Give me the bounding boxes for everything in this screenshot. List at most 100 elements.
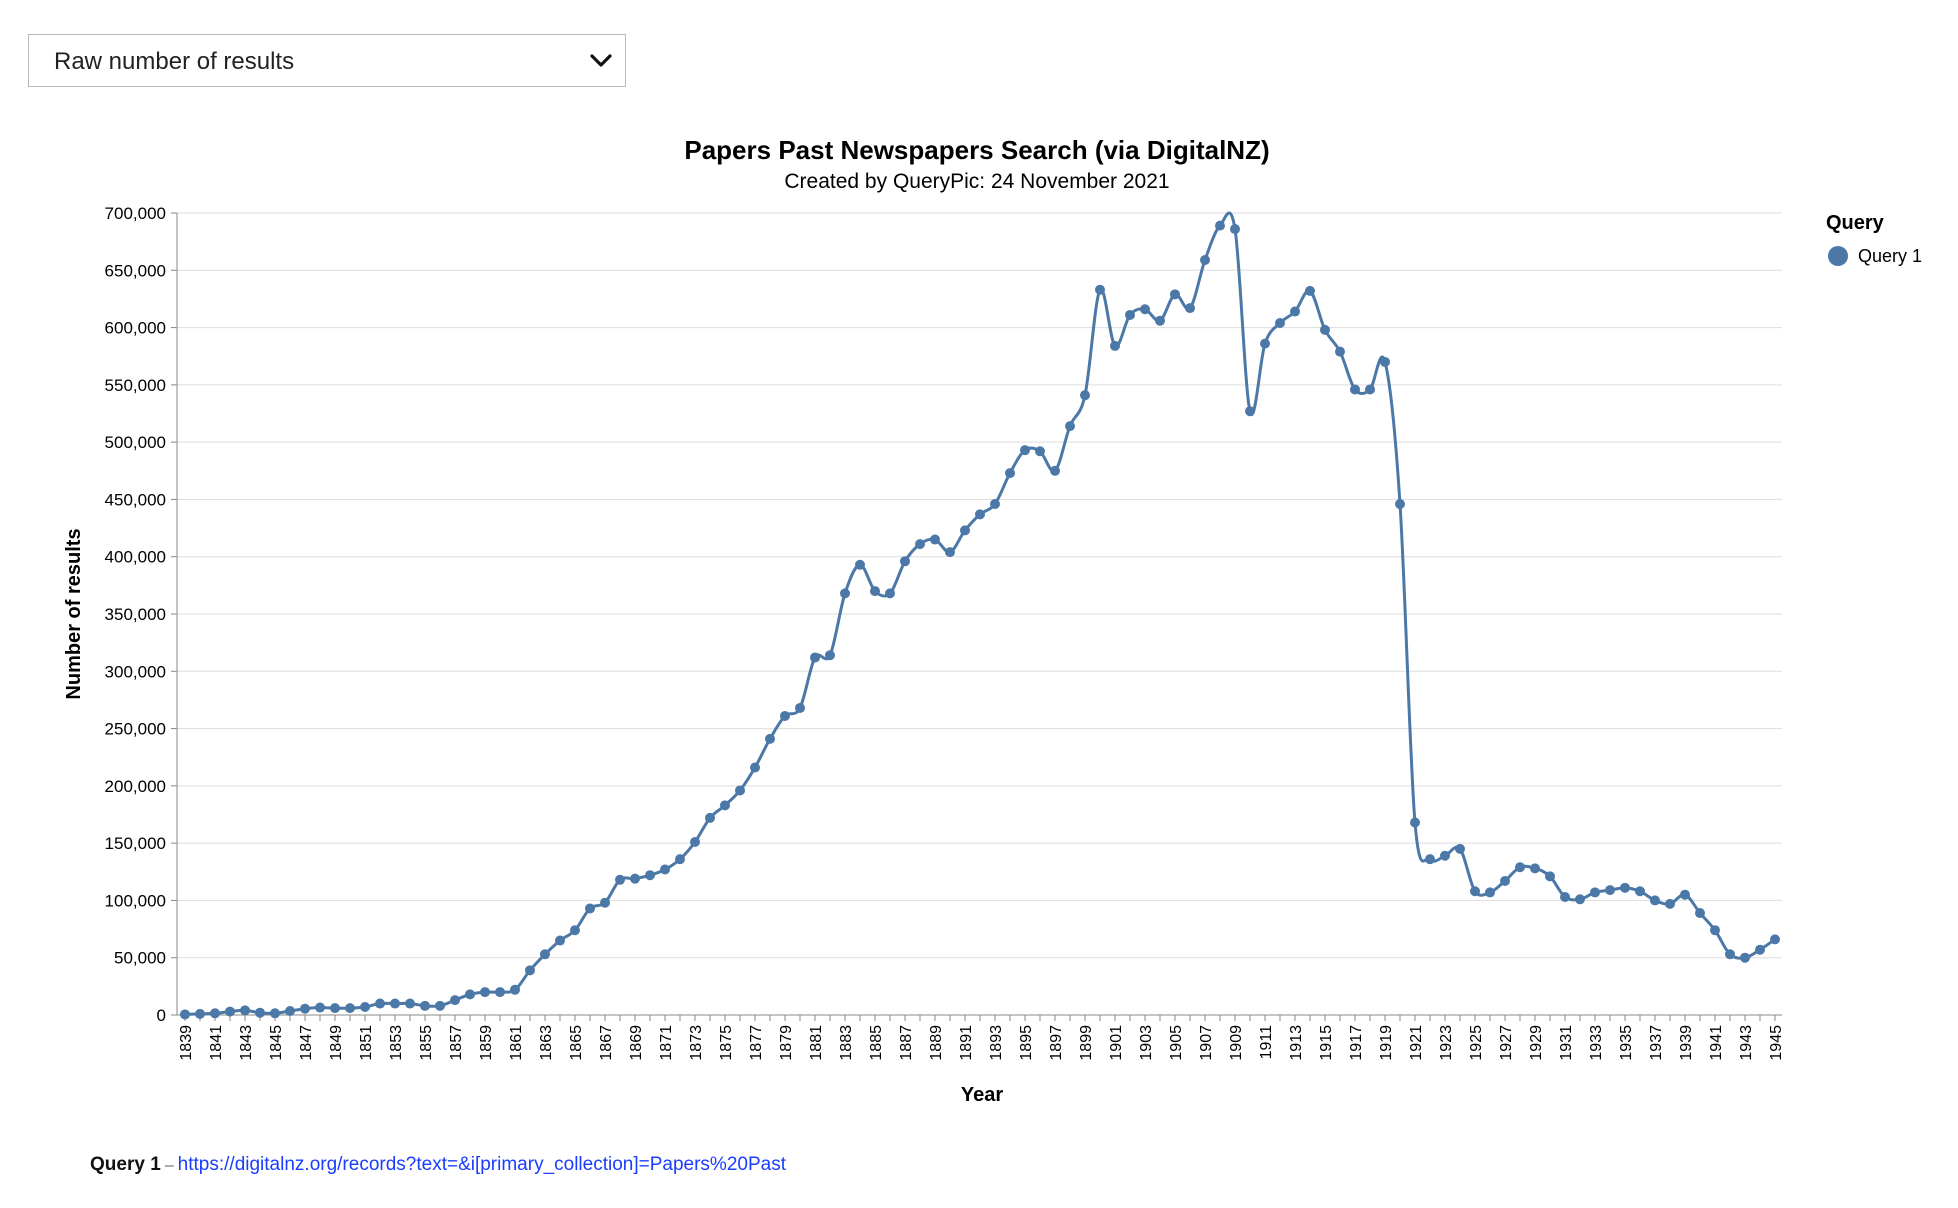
- data-point[interactable]: [300, 1003, 310, 1014]
- data-point[interactable]: [1350, 384, 1360, 395]
- data-point[interactable]: [1725, 949, 1735, 960]
- data-point[interactable]: [315, 1002, 325, 1013]
- data-point[interactable]: [1635, 886, 1645, 897]
- data-point[interactable]: [705, 812, 715, 823]
- data-point[interactable]: [1770, 934, 1780, 945]
- data-point[interactable]: [240, 1005, 250, 1016]
- data-point[interactable]: [870, 586, 880, 597]
- data-point[interactable]: [1740, 952, 1750, 963]
- data-point[interactable]: [435, 1000, 445, 1011]
- data-point[interactable]: [735, 785, 745, 796]
- data-point[interactable]: [1455, 843, 1465, 854]
- data-point[interactable]: [360, 1001, 370, 1012]
- data-point[interactable]: [1305, 285, 1315, 296]
- data-point[interactable]: [1245, 406, 1255, 417]
- data-point[interactable]: [1290, 306, 1300, 317]
- data-point[interactable]: [1335, 346, 1345, 357]
- data-point[interactable]: [1170, 289, 1180, 300]
- data-point[interactable]: [570, 925, 580, 936]
- data-point[interactable]: [1545, 871, 1555, 882]
- data-point[interactable]: [1395, 499, 1405, 510]
- data-point[interactable]: [600, 897, 610, 908]
- data-point[interactable]: [1470, 886, 1480, 897]
- data-point[interactable]: [210, 1008, 220, 1019]
- data-point[interactable]: [810, 652, 820, 663]
- data-point[interactable]: [1605, 885, 1615, 896]
- data-point[interactable]: [1035, 446, 1045, 457]
- data-point[interactable]: [375, 998, 385, 1009]
- data-point[interactable]: [780, 710, 790, 721]
- data-point[interactable]: [690, 836, 700, 847]
- data-point[interactable]: [585, 903, 595, 914]
- data-point[interactable]: [510, 984, 520, 995]
- data-point[interactable]: [1140, 304, 1150, 315]
- data-point[interactable]: [1620, 882, 1630, 893]
- data-point[interactable]: [1050, 465, 1060, 476]
- data-point[interactable]: [1110, 340, 1120, 351]
- data-point[interactable]: [960, 525, 970, 536]
- data-point[interactable]: [645, 870, 655, 881]
- data-point[interactable]: [915, 539, 925, 550]
- data-point[interactable]: [540, 949, 550, 960]
- data-point[interactable]: [975, 509, 985, 520]
- data-point[interactable]: [1215, 220, 1225, 231]
- data-point[interactable]: [615, 874, 625, 885]
- data-point[interactable]: [195, 1008, 205, 1019]
- data-point[interactable]: [1275, 317, 1285, 328]
- data-point[interactable]: [1380, 356, 1390, 367]
- data-point[interactable]: [1560, 891, 1570, 902]
- data-point[interactable]: [1185, 303, 1195, 314]
- data-point[interactable]: [405, 998, 415, 1009]
- data-point[interactable]: [390, 998, 400, 1009]
- data-point[interactable]: [480, 987, 490, 998]
- data-point[interactable]: [990, 499, 1000, 510]
- data-point[interactable]: [630, 873, 640, 884]
- data-point[interactable]: [1590, 887, 1600, 898]
- data-point[interactable]: [945, 547, 955, 558]
- data-point[interactable]: [1530, 863, 1540, 874]
- data-point[interactable]: [885, 588, 895, 599]
- data-point[interactable]: [330, 1003, 340, 1014]
- data-point[interactable]: [450, 995, 460, 1006]
- data-point[interactable]: [1440, 850, 1450, 861]
- data-point[interactable]: [270, 1008, 280, 1019]
- data-point[interactable]: [1260, 338, 1270, 349]
- data-point[interactable]: [1155, 315, 1165, 326]
- data-point[interactable]: [465, 989, 475, 1000]
- data-point[interactable]: [255, 1007, 265, 1018]
- data-point[interactable]: [1125, 309, 1135, 320]
- data-point[interactable]: [1005, 468, 1015, 479]
- data-point[interactable]: [1425, 854, 1435, 865]
- data-point[interactable]: [765, 733, 775, 744]
- data-point[interactable]: [1515, 862, 1525, 873]
- data-point[interactable]: [720, 800, 730, 811]
- data-point[interactable]: [1080, 390, 1090, 401]
- data-point[interactable]: [750, 762, 760, 773]
- data-point[interactable]: [1095, 284, 1105, 295]
- data-point[interactable]: [930, 534, 940, 545]
- data-point[interactable]: [345, 1003, 355, 1014]
- data-point[interactable]: [1755, 944, 1765, 955]
- data-point[interactable]: [225, 1006, 235, 1017]
- data-point[interactable]: [1500, 875, 1510, 886]
- data-point[interactable]: [900, 556, 910, 567]
- data-point[interactable]: [420, 1000, 430, 1011]
- data-point[interactable]: [1320, 324, 1330, 335]
- data-point[interactable]: [1665, 898, 1675, 909]
- data-point[interactable]: [795, 702, 805, 713]
- data-point[interactable]: [1365, 384, 1375, 395]
- data-point[interactable]: [1650, 895, 1660, 906]
- data-point[interactable]: [825, 650, 835, 661]
- data-point[interactable]: [1695, 908, 1705, 919]
- data-point[interactable]: [495, 987, 505, 998]
- data-point[interactable]: [1410, 817, 1420, 828]
- data-point[interactable]: [1200, 254, 1210, 265]
- data-point[interactable]: [1680, 889, 1690, 900]
- data-point[interactable]: [1065, 421, 1075, 432]
- data-point[interactable]: [555, 935, 565, 946]
- results-measure-dropdown[interactable]: Raw number of results: [28, 34, 626, 87]
- data-point[interactable]: [1020, 445, 1030, 456]
- data-point[interactable]: [285, 1005, 295, 1016]
- data-point[interactable]: [1485, 887, 1495, 898]
- data-point[interactable]: [840, 588, 850, 599]
